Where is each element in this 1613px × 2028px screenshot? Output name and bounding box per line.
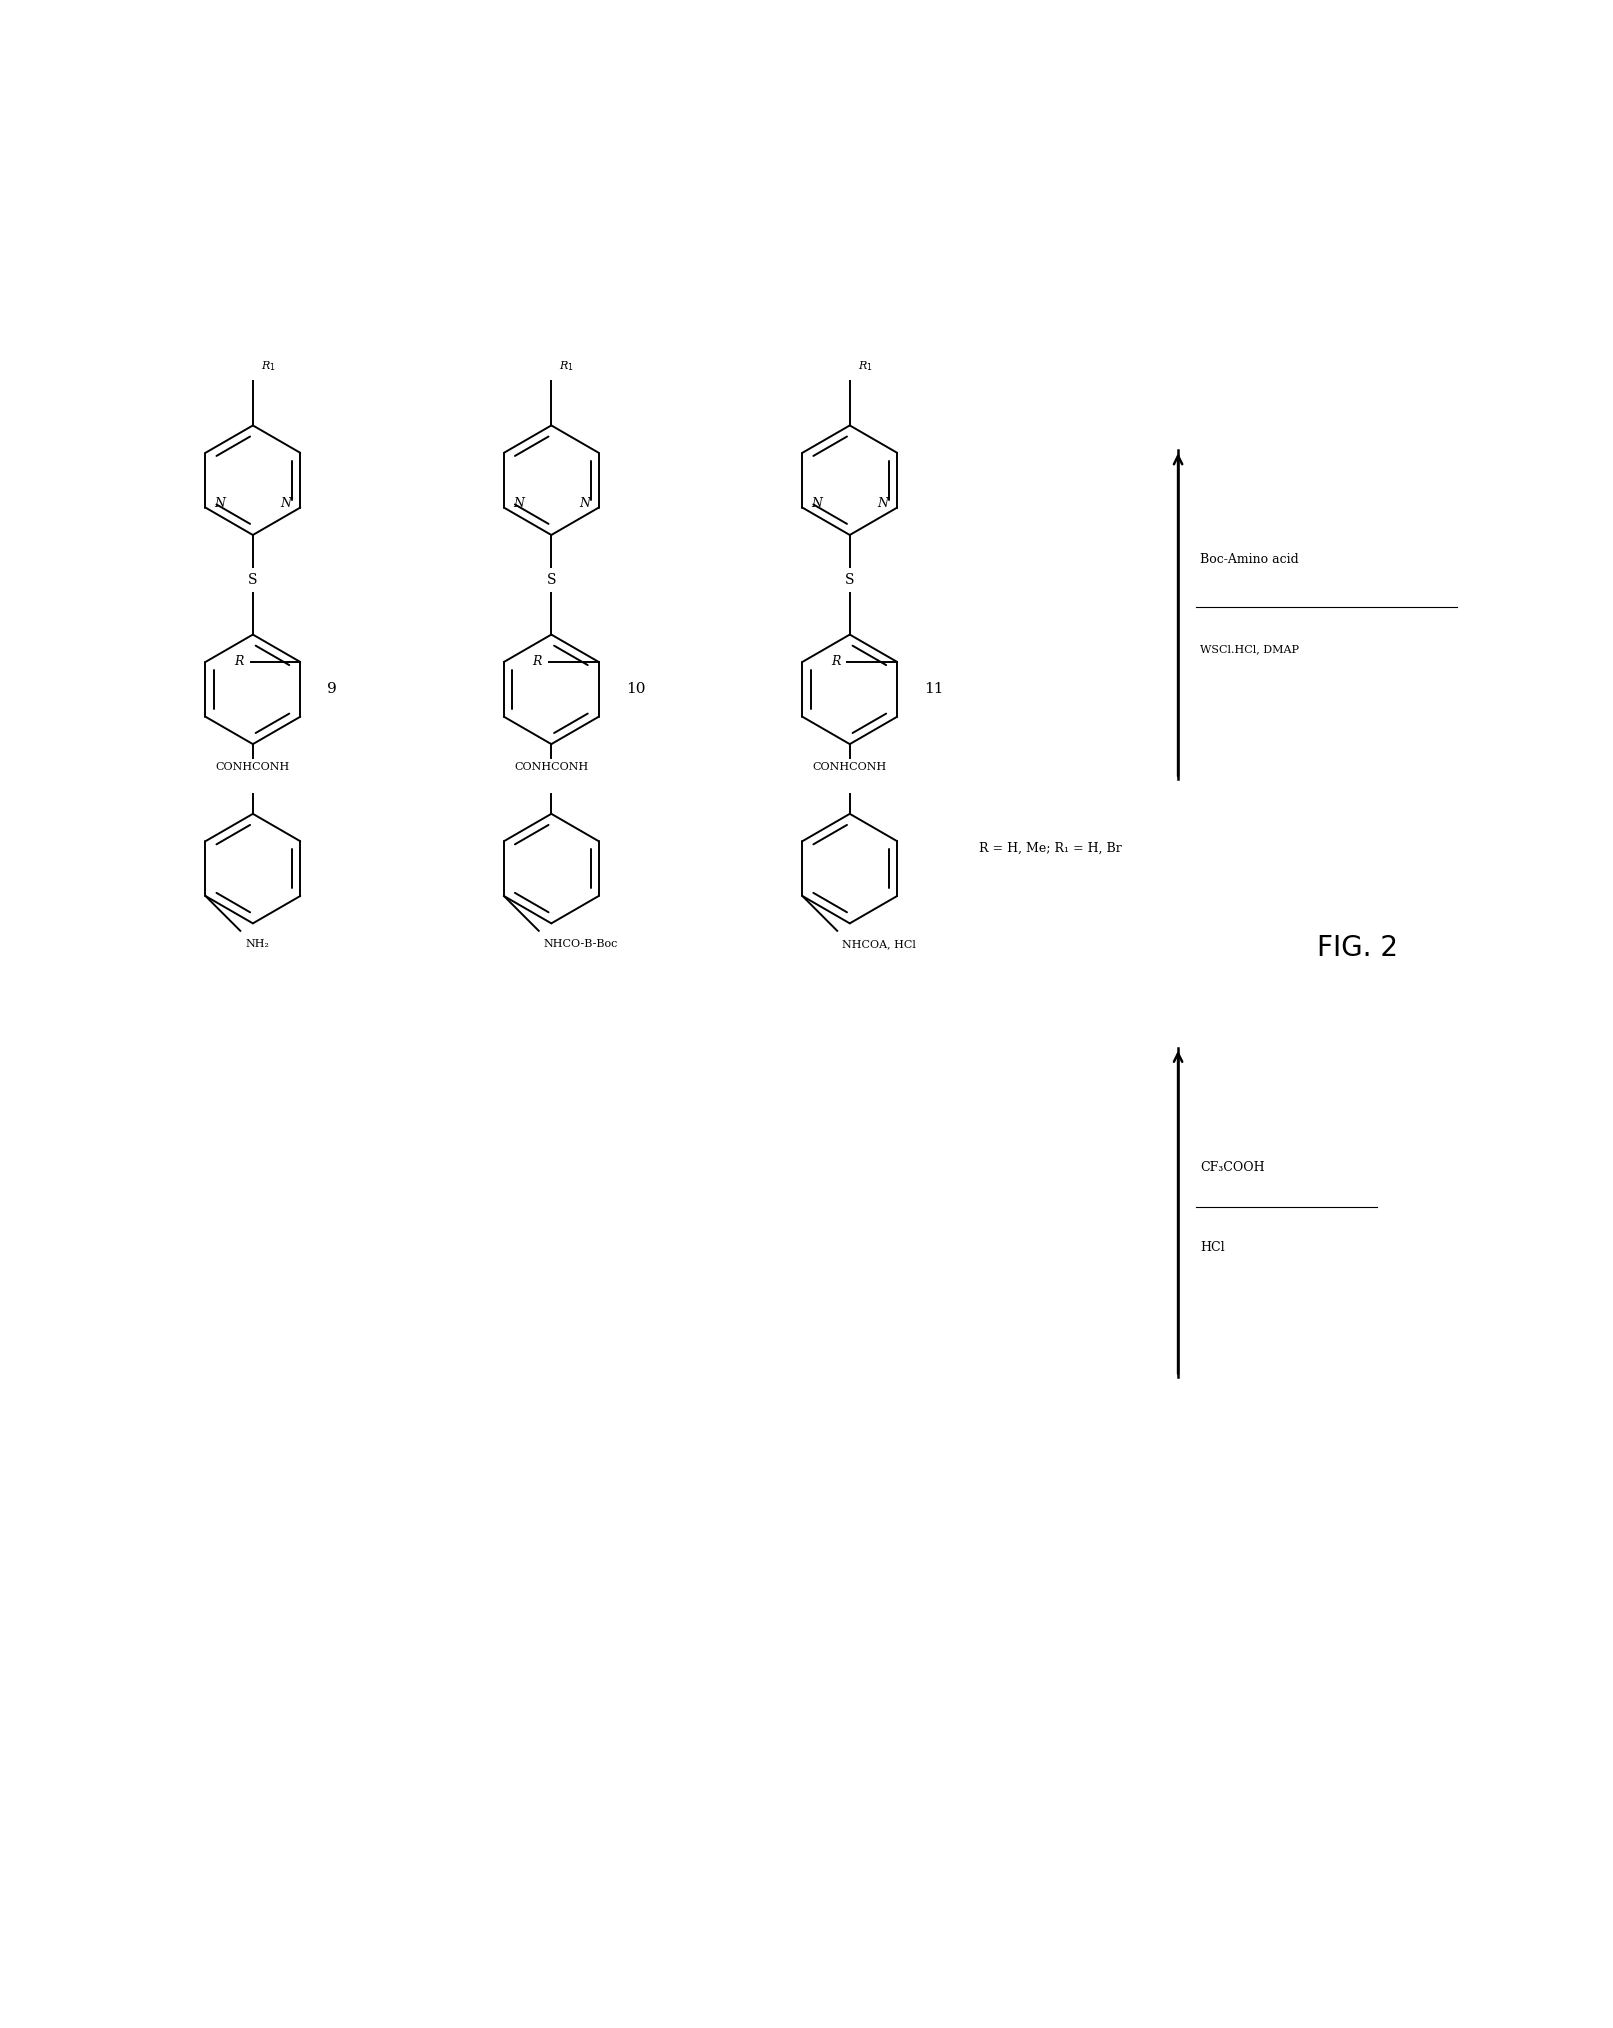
Text: 11: 11	[924, 681, 944, 696]
Text: CONHCONH: CONHCONH	[813, 763, 887, 773]
Text: R: R	[234, 655, 244, 669]
Text: R = H, Me; R₁ = H, Br: R = H, Me; R₁ = H, Br	[979, 842, 1123, 856]
Text: R: R	[532, 655, 542, 669]
Text: R: R	[831, 655, 840, 669]
Text: N: N	[811, 497, 823, 511]
Text: CONHCONH: CONHCONH	[216, 763, 290, 773]
Text: CONHCONH: CONHCONH	[515, 763, 589, 773]
Text: S: S	[845, 572, 855, 586]
Text: NHCOA, HCl: NHCOA, HCl	[842, 939, 916, 949]
Text: WSCl.HCl, DMAP: WSCl.HCl, DMAP	[1200, 645, 1298, 655]
Text: R$_1$: R$_1$	[858, 359, 873, 373]
Text: NH₂: NH₂	[245, 939, 269, 949]
Text: CF₃COOH: CF₃COOH	[1200, 1160, 1265, 1174]
Text: 9: 9	[327, 681, 337, 696]
Text: FIG. 2: FIG. 2	[1318, 935, 1398, 961]
Text: S: S	[547, 572, 556, 586]
Text: N: N	[513, 497, 524, 511]
Text: N: N	[215, 497, 226, 511]
Text: 10: 10	[626, 681, 645, 696]
Text: HCl: HCl	[1200, 1241, 1224, 1253]
Text: R$_1$: R$_1$	[560, 359, 574, 373]
Text: S: S	[248, 572, 258, 586]
Text: NHCO-B-Boc: NHCO-B-Boc	[544, 939, 618, 949]
Text: N: N	[579, 497, 590, 511]
Text: Boc-Amino acid: Boc-Amino acid	[1200, 554, 1298, 566]
Text: N: N	[877, 497, 889, 511]
Text: R$_1$: R$_1$	[261, 359, 276, 373]
Text: N: N	[281, 497, 292, 511]
